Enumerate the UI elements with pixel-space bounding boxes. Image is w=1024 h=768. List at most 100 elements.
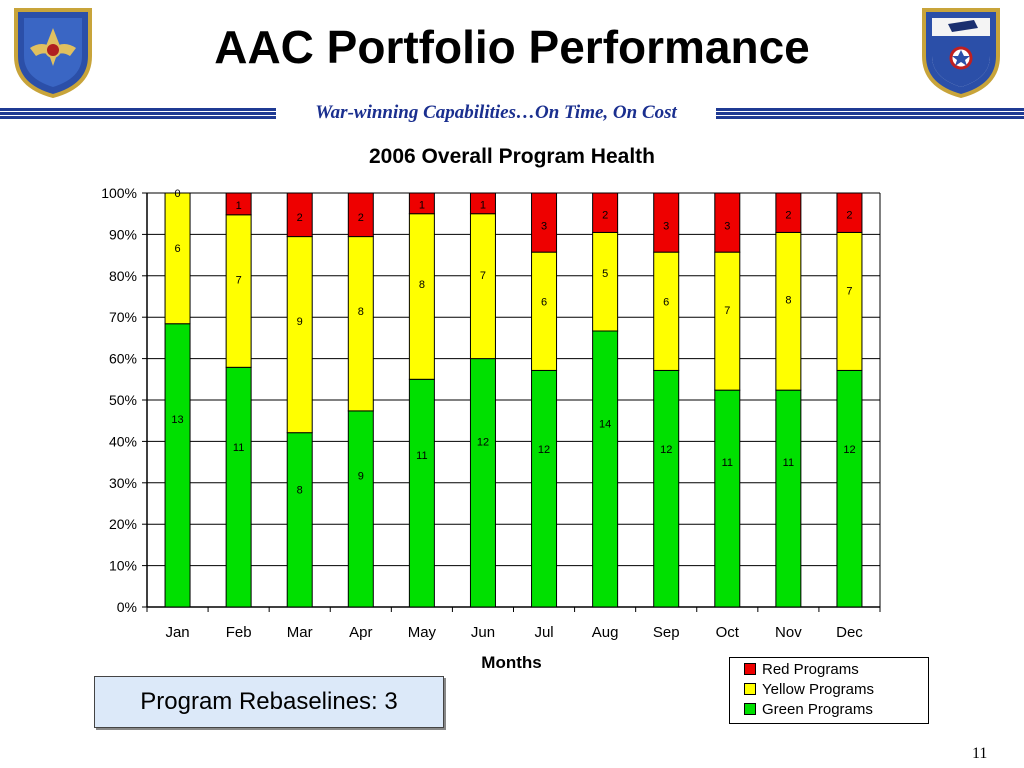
bar-segment-green [714, 389, 741, 608]
data-label: 12 [538, 444, 550, 456]
data-label: 6 [174, 243, 180, 255]
data-label: 5 [602, 268, 608, 280]
data-label: 12 [660, 444, 672, 456]
y-tick-label: 30% [109, 475, 137, 491]
data-label: 7 [846, 286, 852, 298]
data-label: 7 [480, 270, 486, 282]
x-tick-label: Jan [165, 624, 189, 641]
y-tick-label: 0% [117, 599, 137, 615]
x-tick-label: Jul [534, 624, 553, 641]
bar-segment-green [286, 432, 313, 608]
y-tick-label: 40% [109, 433, 137, 449]
bar-segment-green [836, 369, 863, 608]
data-label: 11 [416, 450, 427, 462]
bar-segment-red [225, 192, 252, 216]
legend-label-red: Red Programs [762, 661, 859, 678]
bar-segment-yellow [836, 231, 863, 371]
x-tick-label: Dec [836, 624, 863, 641]
x-tick-label: Mar [287, 624, 313, 641]
data-label: 11 [722, 457, 733, 469]
bar-segment-red [286, 192, 313, 238]
bar-segment-green [408, 378, 435, 608]
data-label: 6 [663, 296, 669, 308]
data-label: 13 [171, 414, 183, 426]
bar-segment-red [836, 192, 863, 233]
bar-segment-red [775, 192, 802, 233]
bar-segment-green [225, 366, 252, 608]
y-tick-label: 90% [109, 226, 137, 242]
bar-segment-yellow [225, 214, 252, 368]
data-label: 11 [783, 457, 794, 469]
x-tick-label: Feb [226, 624, 252, 641]
bar-segment-red [531, 192, 558, 253]
bar-segment-yellow [531, 251, 558, 371]
bar-segment-yellow [592, 231, 619, 332]
stacked-bar-chart: 0%10%20%30%40%50%60%70%80%90%100%1360Jan… [101, 185, 881, 672]
x-tick-label: Aug [592, 624, 619, 641]
x-axis-title: Months [481, 653, 541, 672]
bar-segment-green [347, 410, 374, 608]
bar-segment-red [347, 192, 374, 238]
bar-segment-red [714, 192, 741, 253]
y-tick-label: 10% [109, 558, 137, 574]
x-tick-label: Oct [716, 624, 740, 641]
legend-swatch-green [744, 703, 756, 716]
bar-segment-yellow [347, 236, 374, 412]
slide-title: AAC Portfolio Performance [214, 21, 810, 73]
y-tick-label: 60% [109, 351, 137, 367]
bar-segment-red [469, 192, 496, 215]
bar-segment-red [408, 192, 435, 215]
data-label: 7 [724, 305, 730, 317]
data-label: 8 [785, 294, 791, 306]
legend-label-green: Green Programs [762, 701, 873, 718]
x-tick-label: Jun [471, 624, 495, 641]
data-label: 11 [233, 442, 244, 454]
y-tick-label: 20% [109, 516, 137, 532]
data-label: 14 [599, 419, 611, 431]
data-label: 3 [541, 221, 547, 233]
data-label: 7 [236, 274, 242, 286]
bar-segment-green [164, 323, 191, 608]
data-label: 0 [174, 188, 180, 200]
x-tick-label: Nov [775, 624, 802, 641]
legend-swatch-red [744, 663, 756, 676]
bar-segment-green [653, 369, 680, 608]
data-label: 8 [358, 306, 364, 318]
data-label: 2 [297, 212, 303, 224]
air-force-materiel-command-shield-icon [10, 6, 96, 99]
legend-swatch-yellow [744, 683, 756, 696]
bar-segment-green [775, 389, 802, 608]
y-tick-label: 70% [109, 309, 137, 325]
air-armament-center-shield-icon [918, 6, 1004, 99]
y-tick-label: 80% [109, 268, 137, 284]
legend-item-red: Red Programs [744, 660, 859, 680]
page-number: 11 [972, 745, 988, 762]
data-label: 2 [602, 210, 608, 222]
data-label: 12 [477, 437, 489, 449]
data-label: 9 [297, 316, 303, 328]
legend-item-green: Green Programs [744, 700, 873, 720]
data-label: 12 [843, 444, 855, 456]
data-label: 9 [358, 471, 364, 483]
y-tick-label: 50% [109, 392, 137, 408]
bar-segment-green [469, 358, 496, 608]
slide-subtitle: War-winning Capabilities…On Time, On Cos… [276, 101, 716, 125]
bar-segment-green [592, 330, 619, 608]
bar-segment-yellow [653, 251, 680, 371]
data-label: 3 [724, 221, 730, 233]
data-label: 2 [846, 210, 852, 222]
bar-segment-yellow [286, 236, 313, 434]
data-label: 3 [663, 221, 669, 233]
data-label: 1 [480, 199, 486, 211]
bar-segment-yellow [164, 192, 191, 325]
legend-label-yellow: Yellow Programs [762, 681, 874, 698]
data-label: 2 [358, 212, 364, 224]
y-tick-label: 100% [101, 185, 137, 201]
data-label: 1 [236, 200, 242, 212]
chart-legend: Red Programs Yellow Programs Green Progr… [729, 657, 929, 724]
data-label: 8 [297, 485, 303, 497]
legend-item-yellow: Yellow Programs [744, 680, 874, 700]
bar-segment-green [531, 369, 558, 608]
bar-segment-yellow [408, 213, 435, 380]
x-tick-label: Sep [653, 624, 680, 641]
